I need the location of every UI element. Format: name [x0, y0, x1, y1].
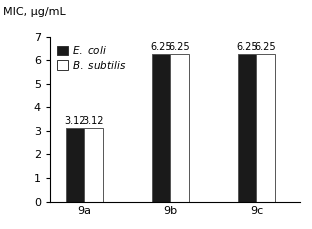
Bar — [66, 128, 84, 202]
Text: 6.25: 6.25 — [255, 42, 276, 52]
Bar — [84, 128, 103, 202]
Text: 6.25: 6.25 — [236, 42, 258, 52]
Bar — [152, 54, 170, 202]
Legend: $\it{E.\ coli}$, $\it{B.\ subtilis}$: $\it{E.\ coli}$, $\it{B.\ subtilis}$ — [55, 42, 128, 73]
Text: MIC, µg/mL: MIC, µg/mL — [3, 7, 66, 17]
Bar — [256, 54, 275, 202]
Text: 3.12: 3.12 — [64, 116, 86, 126]
Text: 6.25: 6.25 — [169, 42, 190, 52]
Bar — [238, 54, 256, 202]
Text: 3.12: 3.12 — [83, 116, 104, 126]
Text: 6.25: 6.25 — [150, 42, 172, 52]
Bar — [170, 54, 189, 202]
